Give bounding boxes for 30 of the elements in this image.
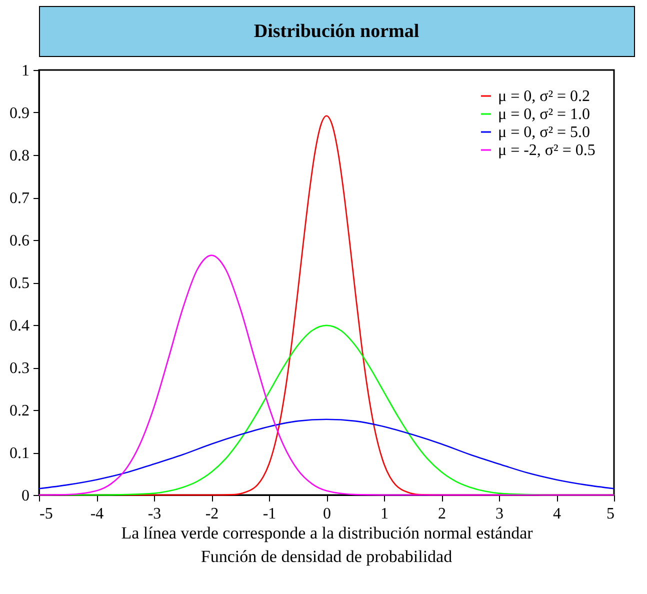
y-tick-label: 1 bbox=[22, 62, 30, 80]
line-series bbox=[38, 418, 615, 490]
x-tick-label: 5 bbox=[606, 506, 614, 522]
x-tick-label: -3 bbox=[148, 506, 162, 522]
y-tick-label: 0.9 bbox=[10, 105, 30, 122]
text: Función de densidad de probabilidad bbox=[200, 547, 453, 566]
legend-label: μ = 0, σ² = 1.0 bbox=[498, 106, 590, 123]
y-tick-label: 0.7 bbox=[10, 190, 30, 207]
x-tick-label: -1 bbox=[262, 506, 276, 522]
legend-label: μ = 0, σ² = 0.2 bbox=[498, 88, 590, 105]
y-tick-label: 0.2 bbox=[10, 402, 30, 420]
x-tick-label: -4 bbox=[90, 506, 104, 522]
x-tick-label: 3 bbox=[496, 506, 504, 522]
y-tick-label: 0.6 bbox=[10, 232, 30, 250]
chart-title: Distribución normal bbox=[254, 21, 420, 42]
x-tick-label: -2 bbox=[205, 506, 219, 522]
y-tick-label: 0.1 bbox=[10, 445, 30, 462]
x-tick-label: -5 bbox=[40, 506, 53, 522]
y-tick-label: 0.4 bbox=[10, 318, 30, 334]
y-tick-label: 0.8 bbox=[10, 148, 30, 164]
y-tick-label: 0.5 bbox=[10, 275, 30, 292]
legend-label: μ = -2, σ² = 0.5 bbox=[498, 142, 596, 159]
legend-label: μ = 0, σ² = 5.0 bbox=[498, 124, 590, 141]
x-tick-label: 0 bbox=[323, 506, 331, 522]
x-tick-label: 4 bbox=[553, 506, 561, 522]
y-tick-label: 0 bbox=[22, 488, 30, 504]
x-tick-label: 1 bbox=[380, 506, 388, 522]
x-tick-label: 2 bbox=[438, 506, 446, 522]
y-tick-label: 0.3 bbox=[10, 360, 30, 377]
x-axis-title: La línea verde corresponde a la distribución normal estándar bbox=[121, 524, 534, 542]
